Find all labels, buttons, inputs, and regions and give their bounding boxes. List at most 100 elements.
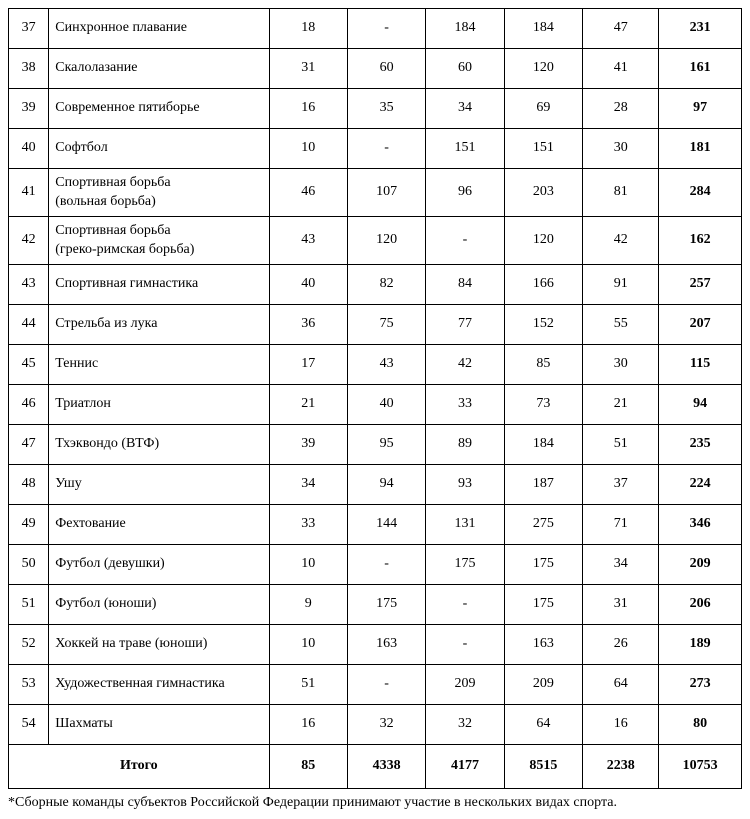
cell-v5-text: 34 bbox=[614, 556, 628, 571]
totals-v1: 85 bbox=[269, 745, 347, 789]
cell-v4: 175 bbox=[504, 545, 582, 585]
cell-num: 45 bbox=[9, 345, 49, 385]
cell-total-text: 94 bbox=[693, 396, 707, 411]
cell-v4: 120 bbox=[504, 49, 582, 89]
cell-v5-text: 30 bbox=[614, 140, 628, 155]
cell-v3-text: 84 bbox=[458, 276, 472, 291]
cell-v4: 203 bbox=[504, 169, 582, 217]
table-row: 52Хоккей на траве (юноши)10163-16326189 bbox=[9, 625, 742, 665]
cell-v4-text: 152 bbox=[533, 316, 554, 331]
cell-v1-text: 46 bbox=[301, 184, 315, 199]
cell-num: 54 bbox=[9, 705, 49, 745]
cell-v5-text: 37 bbox=[614, 476, 628, 491]
cell-v2: 163 bbox=[347, 625, 425, 665]
cell-total: 189 bbox=[659, 625, 742, 665]
cell-v2-text: 32 bbox=[380, 716, 394, 731]
cell-total-text: 209 bbox=[690, 556, 711, 571]
totals-total: 10753 bbox=[659, 745, 742, 789]
cell-total: 284 bbox=[659, 169, 742, 217]
cell-v2: 40 bbox=[347, 385, 425, 425]
cell-v4: 85 bbox=[504, 345, 582, 385]
cell-v2-text: 82 bbox=[380, 276, 394, 291]
cell-v1-text: 51 bbox=[301, 676, 315, 691]
cell-v3: 89 bbox=[426, 425, 504, 465]
cell-name: Триатлон bbox=[49, 385, 269, 425]
cell-v3-text: - bbox=[463, 232, 468, 247]
cell-num: 39 bbox=[9, 89, 49, 129]
cell-v3: 60 bbox=[426, 49, 504, 89]
cell-num: 47 bbox=[9, 425, 49, 465]
cell-num-text: 46 bbox=[22, 396, 36, 411]
cell-num-text: 47 bbox=[22, 436, 36, 451]
totals-v3: 4177 bbox=[426, 745, 504, 789]
cell-v3: 175 bbox=[426, 545, 504, 585]
cell-name-text: Спортивная гимнастика bbox=[55, 276, 198, 291]
cell-total: 94 bbox=[659, 385, 742, 425]
cell-v5: 30 bbox=[583, 129, 659, 169]
cell-v1-text: 16 bbox=[301, 100, 315, 115]
cell-v5-text: 81 bbox=[614, 184, 628, 199]
cell-v5: 34 bbox=[583, 545, 659, 585]
cell-v1: 40 bbox=[269, 265, 347, 305]
cell-num-text: 40 bbox=[22, 140, 36, 155]
cell-v4: 64 bbox=[504, 705, 582, 745]
cell-num-text: 38 bbox=[22, 60, 36, 75]
cell-v1-text: 10 bbox=[301, 556, 315, 571]
totals-v2: 4338 bbox=[347, 745, 425, 789]
cell-v2-text: 75 bbox=[380, 316, 394, 331]
cell-v3: 151 bbox=[426, 129, 504, 169]
cell-v3: 131 bbox=[426, 505, 504, 545]
cell-v2-text: 60 bbox=[380, 60, 394, 75]
footnote: *Сборные команды субъектов Российской Фе… bbox=[8, 795, 742, 811]
cell-v1-text: 39 bbox=[301, 436, 315, 451]
cell-v3: - bbox=[426, 625, 504, 665]
cell-v3-text: 32 bbox=[458, 716, 472, 731]
cell-v5: 64 bbox=[583, 665, 659, 705]
cell-v2-text: 163 bbox=[376, 636, 397, 651]
table-row: 40Софтбол10-15115130181 bbox=[9, 129, 742, 169]
cell-num: 44 bbox=[9, 305, 49, 345]
cell-v1: 36 bbox=[269, 305, 347, 345]
totals-v5-text: 2238 bbox=[607, 758, 635, 773]
cell-v2: 43 bbox=[347, 345, 425, 385]
cell-v1: 10 bbox=[269, 129, 347, 169]
cell-v3: 77 bbox=[426, 305, 504, 345]
cell-v4-text: 73 bbox=[536, 396, 550, 411]
cell-v2: 144 bbox=[347, 505, 425, 545]
cell-name-text: Тхэквондо (ВТФ) bbox=[55, 436, 159, 451]
table-row: 51Футбол (юноши)9175-17531206 bbox=[9, 585, 742, 625]
cell-v2-text: - bbox=[384, 20, 389, 35]
cell-total: 209 bbox=[659, 545, 742, 585]
cell-num-text: 44 bbox=[22, 316, 36, 331]
cell-total: 257 bbox=[659, 265, 742, 305]
cell-v3: 33 bbox=[426, 385, 504, 425]
table-row: 38Скалолазание31606012041161 bbox=[9, 49, 742, 89]
cell-v1: 33 bbox=[269, 505, 347, 545]
cell-v5: 71 bbox=[583, 505, 659, 545]
cell-v1-text: 36 bbox=[301, 316, 315, 331]
cell-name: Хоккей на траве (юноши) bbox=[49, 625, 269, 665]
cell-total-text: 273 bbox=[690, 676, 711, 691]
cell-name: Художественная гимнастика bbox=[49, 665, 269, 705]
cell-v3-text: 184 bbox=[455, 20, 476, 35]
cell-v4-text: 64 bbox=[536, 716, 550, 731]
cell-num: 49 bbox=[9, 505, 49, 545]
cell-v4-text: 166 bbox=[533, 276, 554, 291]
cell-v4-text: 151 bbox=[533, 140, 554, 155]
cell-total: 115 bbox=[659, 345, 742, 385]
cell-v4: 152 bbox=[504, 305, 582, 345]
cell-v5-text: 42 bbox=[614, 232, 628, 247]
cell-v5-text: 47 bbox=[614, 20, 628, 35]
cell-v5-text: 41 bbox=[614, 60, 628, 75]
cell-v1: 16 bbox=[269, 89, 347, 129]
cell-v4-text: 184 bbox=[533, 436, 554, 451]
cell-v2: 94 bbox=[347, 465, 425, 505]
cell-total-text: 207 bbox=[690, 316, 711, 331]
cell-name: Софтбол bbox=[49, 129, 269, 169]
cell-name: Современное пятиборье bbox=[49, 89, 269, 129]
cell-v5: 47 bbox=[583, 9, 659, 49]
cell-v4: 69 bbox=[504, 89, 582, 129]
cell-v3: 93 bbox=[426, 465, 504, 505]
table-row: 44Стрельба из лука36757715255207 bbox=[9, 305, 742, 345]
totals-row: Итого85433841778515223810753 bbox=[9, 745, 742, 789]
